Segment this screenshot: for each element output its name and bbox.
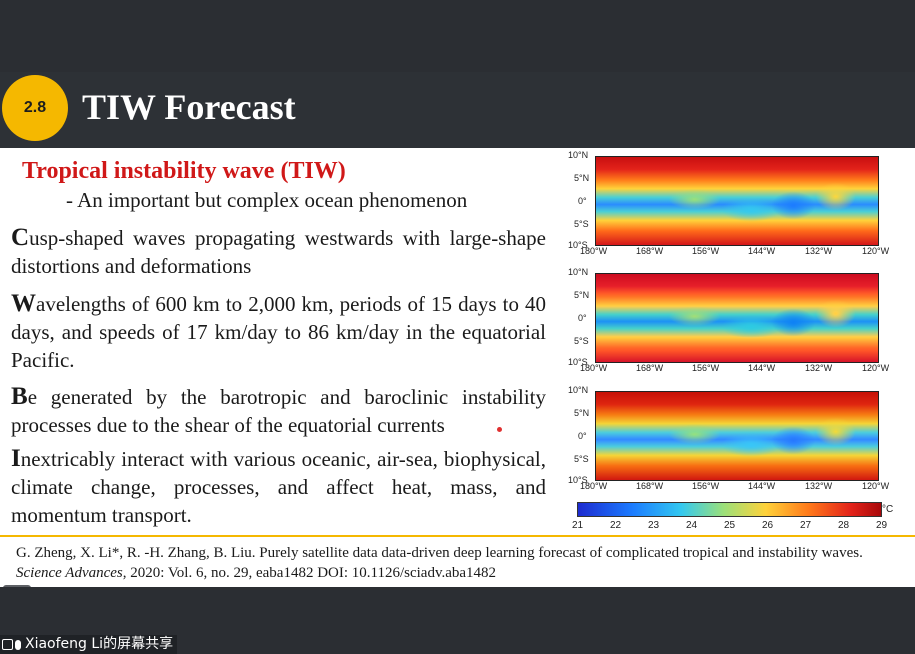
lon-label: 156°W — [692, 246, 720, 256]
sst-map-panel: 10°N 5°N 0° 5°S 10°S 180°W 168°W 156°W 1… — [560, 148, 910, 266]
slide-subheading-description: - An important but complex ocean phenome… — [66, 188, 468, 212]
lon-label: 120°W — [862, 481, 890, 491]
lon-label: 180°W — [580, 363, 608, 373]
colorbar-tick: 21 — [572, 520, 584, 531]
meeting-top-band — [0, 0, 915, 72]
colorbar-tick: 24 — [686, 520, 698, 531]
lat-label: 5°S — [574, 454, 589, 464]
sst-map-image — [595, 273, 879, 363]
lon-label: 156°W — [692, 481, 720, 491]
slide-title: TIW Forecast — [82, 87, 296, 127]
sst-map-panel: 10°N 5°N 0° 5°S 10°S 180°W 168°W 156°W 1… — [560, 383, 910, 501]
slide-title-bar: 2.8 TIW Forecast — [0, 72, 915, 148]
lon-label: 120°W — [862, 246, 890, 256]
lat-label: 10°N — [568, 267, 589, 277]
section-number-badge: 2.8 — [2, 75, 68, 141]
sst-map-image — [595, 156, 879, 246]
lat-label: 5°N — [574, 290, 590, 300]
lon-label: 168°W — [636, 363, 664, 373]
lat-label: 5°S — [574, 219, 589, 229]
lat-label: 10°S — [568, 240, 588, 250]
lat-label: 0° — [578, 196, 587, 206]
lat-label: 10°S — [568, 475, 588, 485]
lat-label: 10°S — [568, 357, 588, 367]
lon-label: 144°W — [748, 246, 776, 256]
lon-label: 180°W — [580, 481, 608, 491]
slide-subheading: Tropical instability wave (TIW) — [22, 158, 346, 184]
colorbar-tick: 22 — [610, 520, 622, 531]
colorbar-tick: 28 — [838, 520, 850, 531]
microphone-icon — [15, 639, 21, 650]
colorbar-tick: 26 — [762, 520, 774, 531]
bullet-interact: Inextricably interact with various ocean… — [11, 445, 546, 527]
sst-map-image — [595, 391, 879, 481]
colorbar-unit: °C — [882, 504, 894, 515]
colorbar-tick: 27 — [800, 520, 812, 531]
reference-citation: G. Zheng, X. Li*, R. -H. Zhang, B. Liu. … — [16, 545, 863, 581]
lat-label: 5°S — [574, 336, 589, 346]
sst-map-figure: 10°N 5°N 0° 5°S 10°S 180°W 168°W 156°W 1… — [560, 148, 910, 538]
lon-label: 168°W — [636, 481, 664, 491]
reference-divider — [0, 535, 915, 537]
lon-label: 144°W — [748, 481, 776, 491]
pointer-dot — [497, 427, 502, 432]
lon-label: 168°W — [636, 246, 664, 256]
colorbar-tick: 29 — [876, 520, 888, 531]
presentation-slide: 2.8 TIW Forecast Tropical instability wa… — [0, 72, 915, 587]
screen-share-presenter: Xiaofeng Li的屏幕共享 — [25, 636, 174, 652]
lat-label: 5°N — [574, 173, 590, 183]
lon-label: 132°W — [805, 481, 833, 491]
lon-label: 144°W — [748, 363, 776, 373]
temperature-colorbar — [577, 502, 882, 517]
lon-label: 120°W — [862, 363, 890, 373]
bullet-wavelengths: Wavelengths of 600 km to 2,000 km, perio… — [11, 290, 546, 372]
colorbar-tick: 25 — [724, 520, 736, 531]
lat-label: 10°N — [568, 385, 589, 395]
screen-layout-button[interactable]: ☷ — [3, 585, 31, 587]
bullet-generated: Be generated by the barotropic and baroc… — [11, 383, 546, 437]
lat-label: 10°N — [568, 150, 589, 160]
lon-label: 132°W — [805, 363, 833, 373]
sst-map-panel: 10°N 5°N 0° 5°S 10°S 180°W 168°W 156°W 1… — [560, 265, 910, 383]
lat-label: 0° — [578, 431, 587, 441]
screen-share-icon — [2, 639, 13, 650]
lon-label: 132°W — [805, 246, 833, 256]
screen-share-label: Xiaofeng Li的屏幕共享 — [0, 635, 178, 654]
bullet-cusp-shaped: Cusp-shaped waves propagating westwards … — [11, 224, 546, 278]
colorbar-tick: 23 — [648, 520, 660, 531]
lon-label: 156°W — [692, 363, 720, 373]
lon-label: 180°W — [580, 246, 608, 256]
lat-label: 5°N — [574, 408, 590, 418]
lat-label: 0° — [578, 313, 587, 323]
